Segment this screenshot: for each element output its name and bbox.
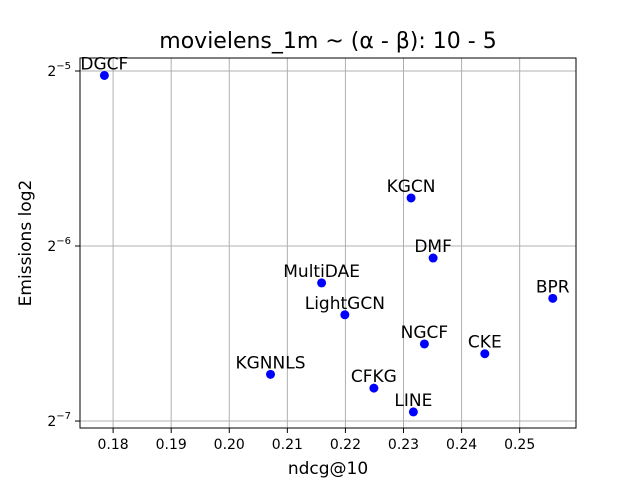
- y-tick-label: 2−5: [47, 61, 71, 80]
- x-tick-label: 0.20: [214, 437, 245, 453]
- data-point-ngcf: [419, 339, 429, 349]
- data-point-kgcn: [406, 193, 416, 203]
- x-tick-label: 0.19: [156, 437, 187, 453]
- grid-layer: [80, 58, 576, 428]
- points-layer: DGCF KGCN DMF MultiDAE BPR LightGCN NGCF CKE KGN…: [80, 54, 570, 417]
- x-tick-label: 0.22: [330, 437, 361, 453]
- point-label: LINE: [394, 391, 432, 411]
- x-tick-label: 0.18: [98, 437, 129, 453]
- data-point-lightgcn: [340, 310, 350, 320]
- y-tick-exponent: −5: [56, 61, 71, 72]
- data-point-cke: [480, 349, 490, 359]
- point-label: CFKG: [351, 367, 397, 387]
- point-label: MultiDAE: [283, 262, 360, 282]
- data-point-dmf: [428, 253, 438, 263]
- x-tick-label: 0.24: [446, 437, 477, 453]
- y-tick-base: 2: [47, 64, 56, 80]
- x-tick-label: 0.21: [272, 437, 303, 453]
- y-tick-exponent: −7: [56, 411, 71, 422]
- point-label: DGCF: [80, 54, 128, 74]
- y-tick-base: 2: [47, 239, 56, 255]
- x-axis-label: ndcg@10: [288, 459, 368, 479]
- x-tick-label: 0.23: [388, 437, 419, 453]
- data-point-dgcf: [99, 70, 109, 80]
- point-label: BPR: [536, 277, 570, 297]
- data-point-multidae: [317, 278, 327, 288]
- y-tick-label: 2−7: [47, 411, 71, 430]
- data-point-line: [408, 407, 418, 417]
- point-label: CKE: [468, 333, 502, 353]
- point-label: DMF: [414, 237, 452, 257]
- point-label: KGNNLS: [235, 353, 305, 373]
- data-point-cfkg: [369, 383, 379, 393]
- point-label: LightGCN: [305, 294, 385, 314]
- chart-title: movielens_1m ~ (α - β): 10 - 5: [159, 29, 496, 54]
- y-tick-exponent: −6: [56, 236, 71, 247]
- ticks-layer: 0.18 0.19 0.20 0.21 0.22 0.23 0.24 0.252−52−62−…: [47, 61, 535, 453]
- data-point-bpr: [548, 293, 558, 303]
- y-axis-label: Emissions log2: [16, 180, 36, 307]
- y-tick-label: 2−6: [47, 236, 71, 255]
- point-label: NGCF: [401, 323, 449, 343]
- data-point-kgnnls: [266, 369, 276, 379]
- plot-frame: [79, 57, 577, 429]
- point-label: KGCN: [387, 177, 436, 197]
- y-tick-base: 2: [47, 414, 56, 430]
- x-tick-label: 0.25: [504, 437, 535, 453]
